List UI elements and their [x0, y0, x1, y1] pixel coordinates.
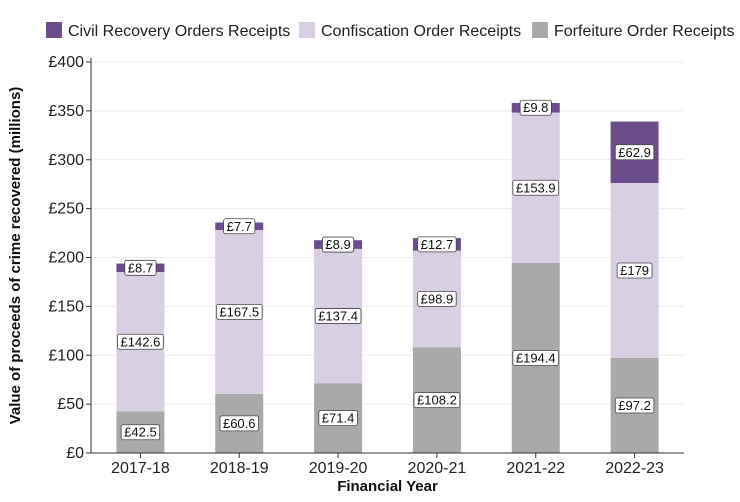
- data-label-box: [117, 333, 164, 350]
- legend-swatch: [46, 22, 62, 38]
- legend-label: Confiscation Order Receipts: [321, 23, 521, 40]
- data-label-text: £142.6: [121, 334, 161, 349]
- data-label-text: £153.9: [516, 180, 556, 195]
- data-label-box: [322, 236, 355, 253]
- x-tick-label: 2018-19: [210, 460, 269, 477]
- data-label-box: [519, 99, 552, 116]
- data-label: £12.7: [417, 236, 457, 253]
- data-label: £60.6: [219, 415, 259, 432]
- y-tick-label: £150: [48, 298, 84, 315]
- data-label-text: £8.9: [325, 237, 350, 252]
- legend-item: Civil Recovery Orders Receipts: [46, 22, 290, 40]
- data-label-text: £108.2: [417, 393, 457, 408]
- y-tick-label: £300: [48, 152, 84, 169]
- data-label: £137.4: [314, 308, 362, 324]
- data-label-box: [219, 415, 259, 432]
- data-label-text: £60.6: [223, 416, 256, 431]
- data-label: £142.6: [117, 333, 164, 350]
- data-label-text: £167.5: [219, 304, 259, 319]
- data-label-text: £42.5: [124, 425, 157, 440]
- data-label: £71.4: [318, 410, 358, 427]
- data-label-text: £98.9: [421, 291, 454, 306]
- data-label-box: [614, 397, 655, 414]
- data-label-box: [223, 218, 256, 235]
- y-tick-label: £100: [48, 347, 84, 364]
- data-label-text: £7.7: [227, 219, 252, 234]
- data-label: £98.9: [417, 290, 457, 307]
- data-label-box: [318, 410, 358, 427]
- data-label: £62.9: [614, 144, 655, 161]
- data-label-box: [314, 308, 362, 324]
- y-tick-label: £400: [48, 54, 84, 71]
- data-label-box: [512, 179, 560, 196]
- data-label-box: [616, 262, 653, 279]
- x-axis-title: Financial Year: [337, 478, 438, 495]
- y-tick-label: £200: [48, 250, 84, 267]
- data-label-box: [512, 350, 560, 366]
- data-label-box: [215, 303, 263, 320]
- data-label-box: [124, 259, 157, 276]
- data-label: £9.8: [519, 99, 552, 116]
- legend-item: Confiscation Order Receipts: [299, 22, 521, 40]
- data-label-box: [120, 424, 161, 441]
- legend-label: Forfeiture Order Receipts: [554, 23, 735, 40]
- legend-item: Forfeiture Order Receipts: [532, 22, 735, 40]
- data-label-text: £71.4: [322, 411, 355, 426]
- data-label-text: £179: [620, 263, 649, 278]
- data-label: £8.9: [322, 236, 355, 253]
- data-label: £108.2: [413, 392, 461, 409]
- data-label-text: £62.9: [618, 145, 651, 160]
- data-label-text: £137.4: [318, 309, 358, 324]
- bars: [116, 102, 659, 453]
- x-tick-label: 2017-18: [111, 460, 170, 477]
- data-label: £153.9: [512, 179, 560, 196]
- legend-swatch: [532, 22, 548, 38]
- data-label: £42.5: [120, 424, 161, 441]
- legend-swatch: [299, 22, 315, 38]
- data-label: £8.7: [124, 259, 157, 276]
- x-tick-label: 2022-23: [605, 460, 664, 477]
- data-label: £7.7: [223, 218, 256, 235]
- y-tick-label: £50: [57, 396, 84, 413]
- data-label-text: £194.4: [516, 350, 556, 365]
- y-tick-label: £0: [66, 445, 84, 462]
- x-tick-label: 2021-22: [506, 460, 565, 477]
- data-label: £167.5: [215, 303, 263, 320]
- data-label-box: [417, 236, 457, 253]
- data-labels: £42.5 £142.6 £8.7 £60.6 £167.5 £7.7 £71.4 £137.…: [117, 99, 655, 441]
- data-label: £97.2: [614, 397, 655, 414]
- y-tick-label: £250: [48, 201, 84, 218]
- y-tick-label: £350: [48, 103, 84, 120]
- data-label-box: [413, 392, 461, 409]
- y-axis-title: Value of proceeds of crime recovered (mi…: [7, 87, 24, 425]
- axes: £0 £50 £100 £150 £200 £250 £300 £350 £400 2017-18…: [48, 54, 684, 477]
- data-label-box: [614, 144, 655, 161]
- x-tick-label: 2019-20: [309, 460, 368, 477]
- gridlines: [91, 61, 684, 405]
- data-label-text: £9.8: [523, 100, 548, 115]
- data-label-text: £8.7: [128, 260, 153, 275]
- data-label-text: £97.2: [618, 398, 651, 413]
- data-label: £179: [616, 262, 653, 279]
- data-label: £194.4: [512, 350, 560, 366]
- legend: Civil Recovery Orders Receipts Confiscati…: [46, 22, 735, 40]
- data-label-text: £12.7: [421, 237, 454, 252]
- x-tick-label: 2020-21: [408, 460, 467, 477]
- data-label-box: [417, 290, 457, 307]
- legend-label: Civil Recovery Orders Receipts: [68, 23, 290, 40]
